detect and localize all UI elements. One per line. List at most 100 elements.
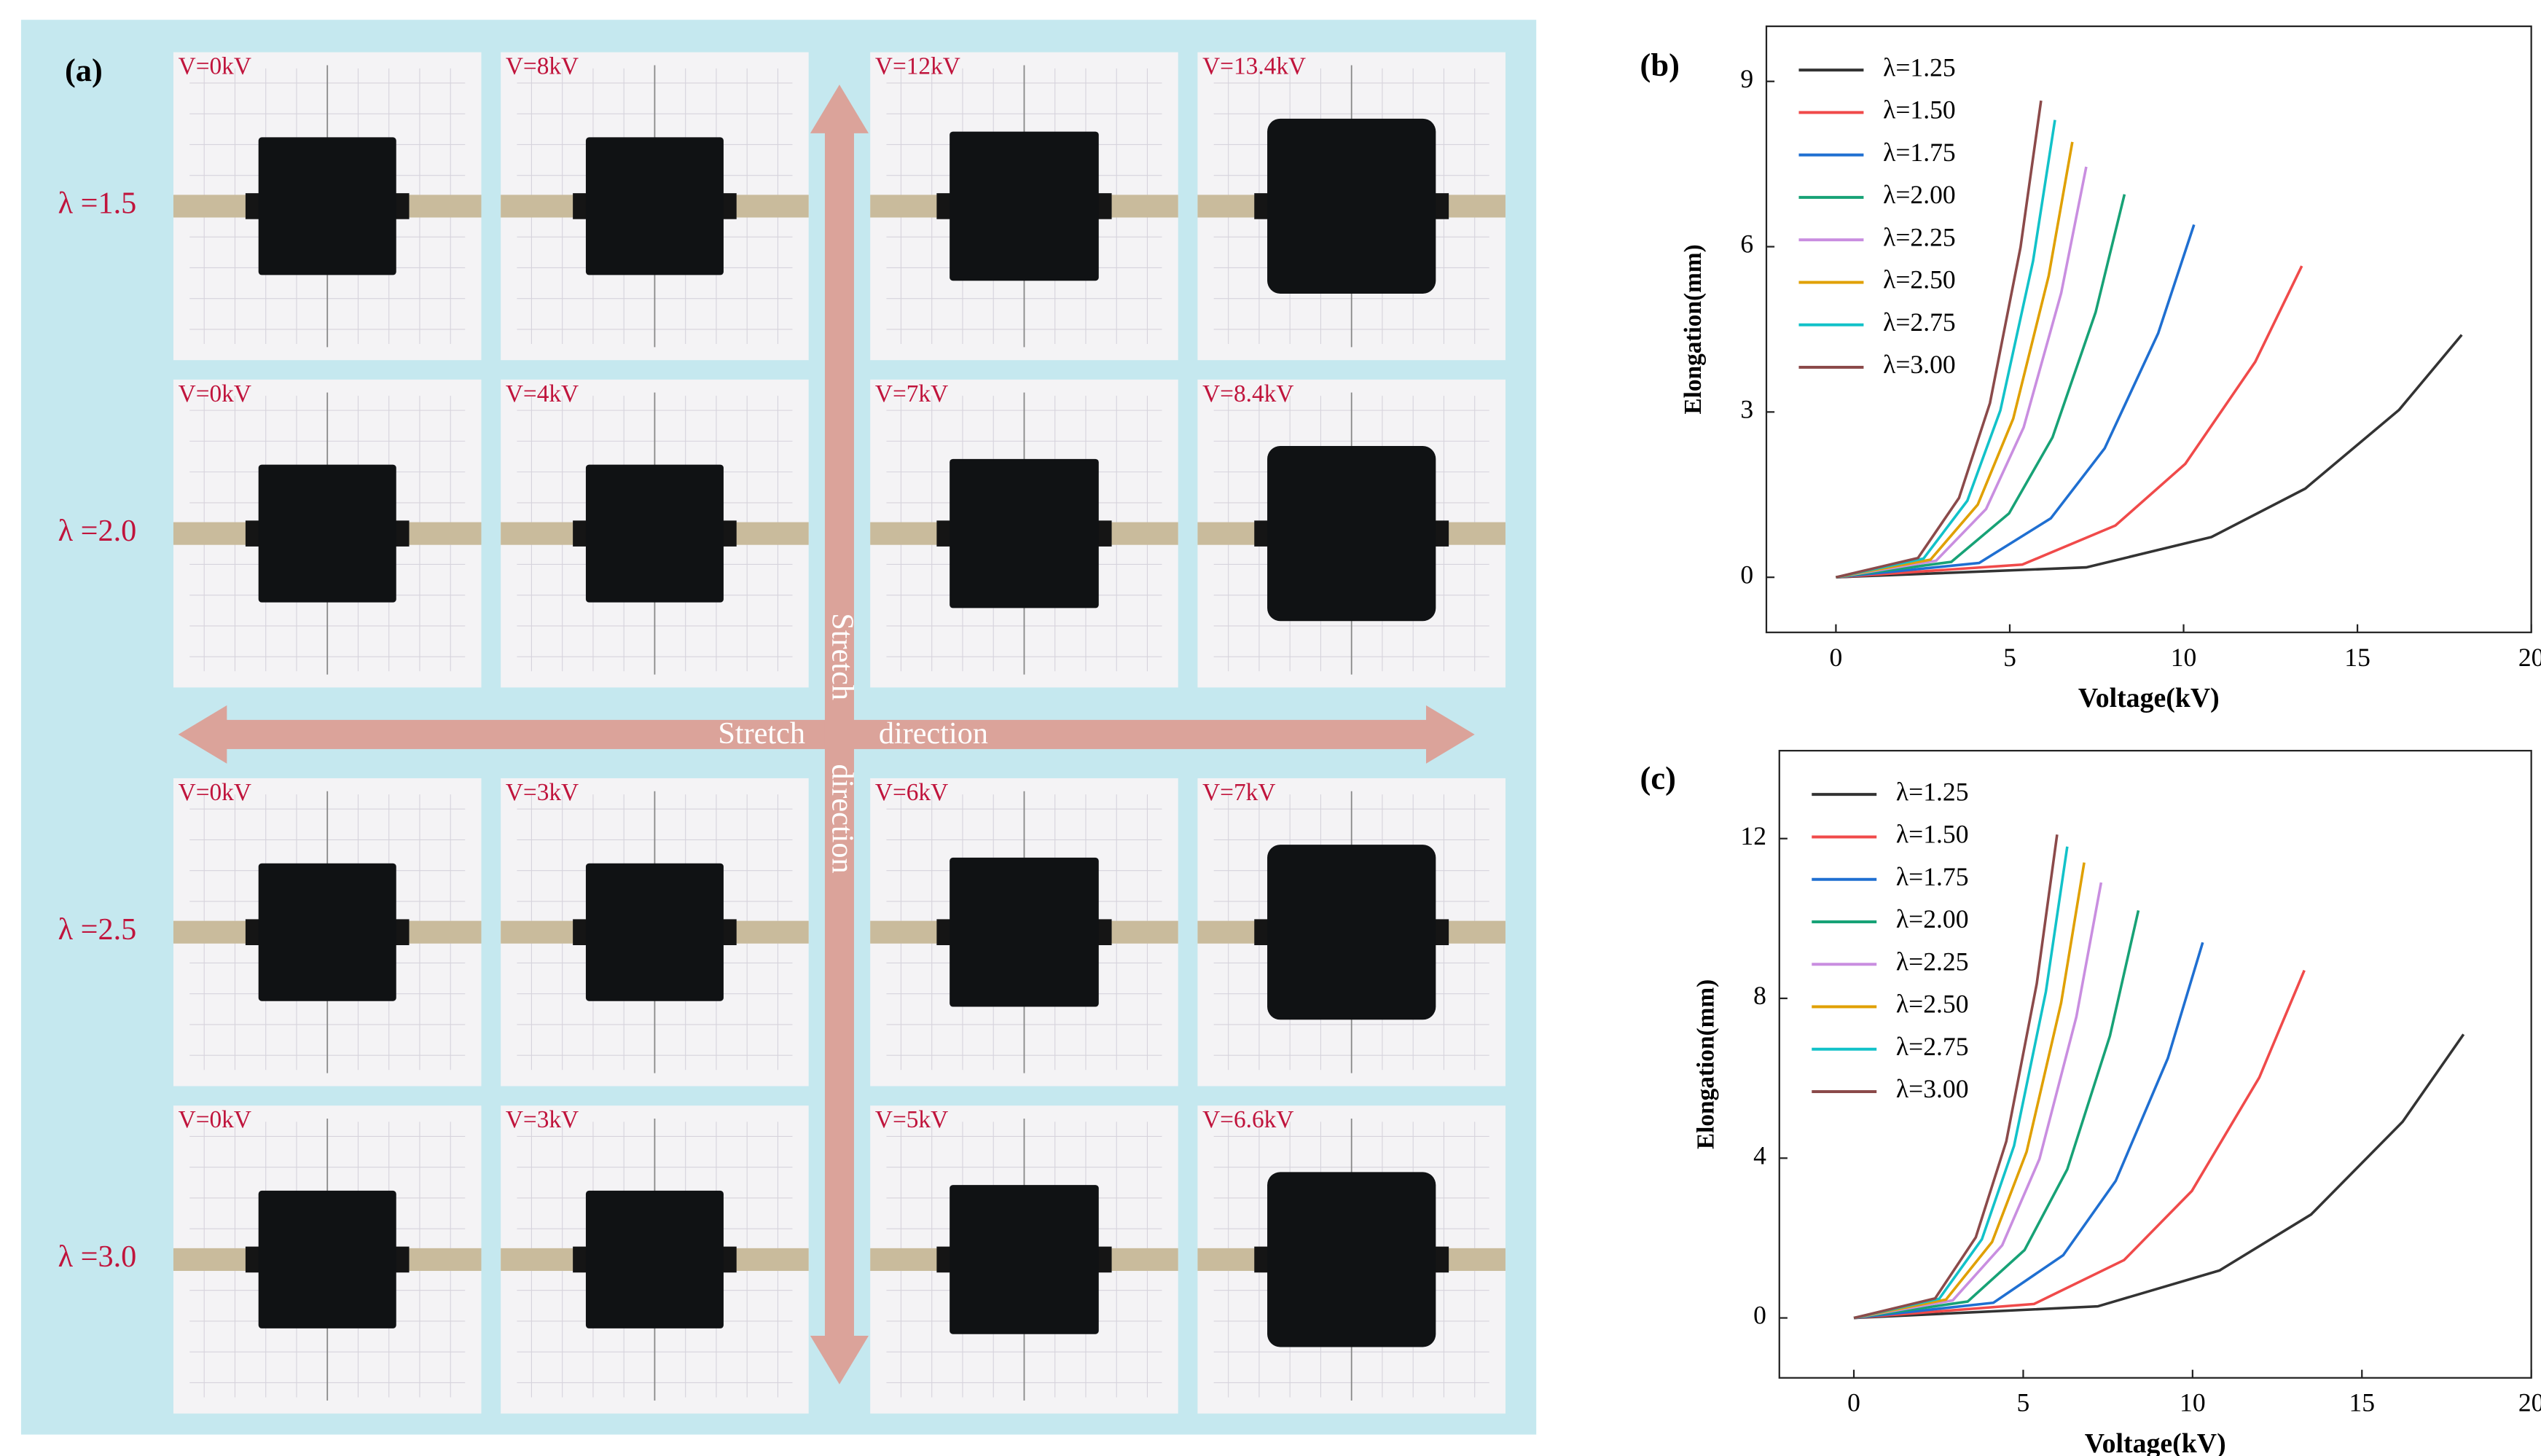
y-tick-label: 12 xyxy=(1740,821,1766,850)
voltage-label: V=8.4kV xyxy=(1202,380,1293,407)
sample xyxy=(950,131,1099,281)
y-tick-label: 8 xyxy=(1753,981,1766,1010)
x-tick-label: 5 xyxy=(2003,643,2016,672)
y-axis-label: Elongation(mm) xyxy=(1693,979,1720,1149)
arrow-head xyxy=(810,1335,869,1385)
row-label: λ =2.5 xyxy=(58,912,137,947)
arrow-head xyxy=(178,705,227,764)
legend-label: λ=1.50 xyxy=(1896,820,1969,849)
sample xyxy=(585,863,724,1001)
arrow-text: direction xyxy=(825,764,859,873)
voltage-label: V=6kV xyxy=(875,779,948,806)
x-axis-label: Voltage(kV) xyxy=(2078,683,2220,713)
sample xyxy=(950,1185,1099,1334)
curve xyxy=(1853,942,2204,1320)
x-tick-label: 5 xyxy=(2017,1388,2030,1417)
y-tick-label: 9 xyxy=(1740,64,1753,93)
arrow-head xyxy=(1425,705,1475,764)
y-tick-label: 3 xyxy=(1740,395,1753,424)
sample xyxy=(258,137,396,275)
curve xyxy=(1853,834,2059,1320)
voltage-label: V=4kV xyxy=(506,380,579,407)
plot-frame xyxy=(1765,25,2532,633)
x-tick-label: 20 xyxy=(2518,643,2541,672)
voltage-label: V=13.4kV xyxy=(1202,53,1306,80)
sample xyxy=(1267,446,1436,622)
voltage-label: V=3kV xyxy=(506,779,579,806)
curve xyxy=(1836,120,2056,579)
voltage-label: V=7kV xyxy=(875,380,948,407)
row-label: λ =3.0 xyxy=(58,1240,137,1274)
voltage-label: V=0kV xyxy=(179,1106,251,1133)
row-label: λ =2.0 xyxy=(58,514,137,548)
sample xyxy=(950,458,1099,608)
legend-label: λ=1.25 xyxy=(1896,777,1969,806)
sample xyxy=(1267,118,1436,294)
voltage-label: V=0kV xyxy=(179,53,251,80)
legend-label: λ=3.00 xyxy=(1883,350,1956,379)
panel-label: (b) xyxy=(1640,47,1680,83)
legend-label: λ=3.00 xyxy=(1896,1074,1969,1103)
curve xyxy=(1836,265,2303,579)
panel-label: (c) xyxy=(1640,760,1676,797)
sample xyxy=(950,857,1099,1007)
curve xyxy=(1836,141,2074,579)
arrow-shaft xyxy=(824,117,854,1349)
sample xyxy=(1267,1172,1436,1347)
sample xyxy=(258,464,396,603)
curve xyxy=(1836,224,2196,579)
curve xyxy=(1836,100,2043,579)
voltage-label: V=5kV xyxy=(875,1106,948,1133)
legend-label: λ=2.75 xyxy=(1896,1032,1969,1061)
curve xyxy=(1853,1033,2465,1320)
x-tick-label: 15 xyxy=(2349,1388,2375,1417)
x-axis-label: Voltage(kV) xyxy=(2085,1428,2226,1456)
y-axis-label: Elongation(mm) xyxy=(1680,244,1707,414)
voltage-label: V=6.6kV xyxy=(1202,1106,1293,1133)
curve xyxy=(1836,334,2463,579)
sample xyxy=(585,137,724,275)
y-tick-label: 6 xyxy=(1740,230,1753,259)
curve xyxy=(1853,862,2086,1320)
x-tick-label: 10 xyxy=(2171,643,2197,672)
curve xyxy=(1836,166,2088,579)
x-tick-label: 15 xyxy=(2344,643,2370,672)
legend-label: λ=2.25 xyxy=(1896,947,1969,976)
panel-label: (a) xyxy=(65,52,103,88)
x-tick-label: 20 xyxy=(2518,1388,2541,1417)
legend-label: λ=2.50 xyxy=(1883,265,1956,294)
x-tick-label: 10 xyxy=(2180,1388,2206,1417)
voltage-label: V=0kV xyxy=(179,779,251,806)
legend-label: λ=2.25 xyxy=(1883,222,1956,251)
legend-label: λ=2.50 xyxy=(1896,990,1969,1019)
legend-label: λ=2.75 xyxy=(1883,308,1956,337)
arrow-text: direction xyxy=(879,716,988,751)
y-tick-label: 0 xyxy=(1753,1301,1766,1330)
x-tick-label: 0 xyxy=(1847,1388,1860,1417)
y-tick-label: 0 xyxy=(1740,560,1753,589)
voltage-label: V=0kV xyxy=(179,380,251,407)
row-label: λ =1.5 xyxy=(58,187,137,221)
sample xyxy=(585,464,724,603)
sample xyxy=(258,863,396,1001)
voltage-label: V=8kV xyxy=(506,53,579,80)
legend-label: λ=2.00 xyxy=(1883,180,1956,209)
arrow-text: Stretch xyxy=(825,613,859,700)
plot-frame xyxy=(1778,750,2532,1379)
curve xyxy=(1836,194,2126,579)
legend-label: λ=1.75 xyxy=(1883,138,1956,167)
legend-label: λ=1.50 xyxy=(1883,95,1956,125)
voltage-label: V=7kV xyxy=(1202,779,1275,806)
legend-label: λ=2.00 xyxy=(1896,904,1969,934)
voltage-label: V=12kV xyxy=(875,53,960,80)
x-tick-label: 0 xyxy=(1830,643,1843,672)
arrow-head xyxy=(810,85,869,133)
sample xyxy=(1267,845,1436,1020)
legend-label: λ=1.25 xyxy=(1883,52,1956,82)
sample xyxy=(258,1190,396,1328)
sample xyxy=(585,1190,724,1328)
y-tick-label: 4 xyxy=(1753,1140,1766,1170)
legend-label: λ=1.75 xyxy=(1896,862,1969,891)
